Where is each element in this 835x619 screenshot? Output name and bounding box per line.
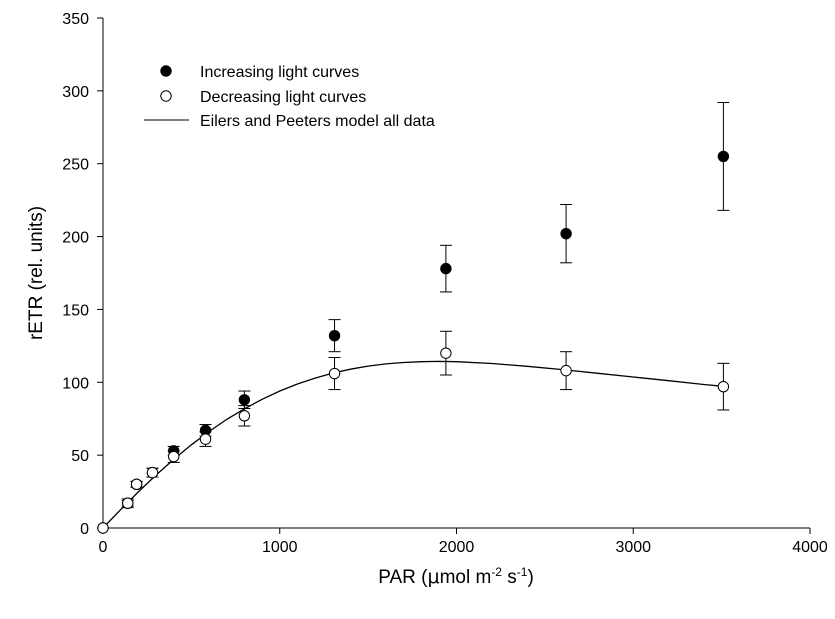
legend-label-decreasing: Decreasing light curves <box>200 89 366 106</box>
decreasing-point <box>328 367 341 380</box>
y-tick-label: 200 <box>62 230 89 247</box>
y-tick-label: 150 <box>62 302 89 319</box>
increasing-point <box>560 227 572 240</box>
legend-label-increasing: Increasing light curves <box>200 64 359 81</box>
increasing-point <box>440 262 452 275</box>
decreasing-point <box>560 364 572 377</box>
decreasing-point <box>146 466 159 479</box>
model-fit-line <box>102 360 722 529</box>
decreasing-point <box>717 380 730 393</box>
legend: Increasing light curves Decreasing light… <box>144 64 435 130</box>
increasing-point <box>717 150 730 163</box>
decreasing-point <box>97 522 109 534</box>
decreasing-point <box>199 433 212 445</box>
y-tick-label: 0 <box>80 521 89 538</box>
y-tick-label: 100 <box>62 375 89 392</box>
x-tick-label: 0 <box>99 539 108 556</box>
x-axis-title-sup2: -1 <box>517 565 528 579</box>
x-axis-title-mu: μ <box>427 566 439 588</box>
x-axis-title-suffix: ) <box>527 567 533 588</box>
x-axis-title-sup1: -2 <box>491 565 502 579</box>
y-ticks: 0 50 100 150 200 250 300 350 <box>62 11 103 538</box>
y-tick-label: 50 <box>71 448 89 465</box>
increasing-point <box>238 394 251 406</box>
legend-marker-decreasing <box>160 90 172 102</box>
x-axis-title-mid: s <box>502 567 517 588</box>
y-axis-title: rETR (rel. units) <box>26 206 47 340</box>
y-tick-label: 300 <box>62 84 89 101</box>
x-tick-label: 4000 <box>792 539 828 556</box>
x-tick-label: 1000 <box>262 539 298 556</box>
decreasing-point <box>122 497 134 509</box>
y-tick-label: 250 <box>62 157 89 174</box>
decreasing-point <box>238 410 251 422</box>
legend-label-model: Eilers and Peeters model all data <box>200 113 435 130</box>
x-axis-title: PAR (μmol m-2 s-1) <box>378 565 534 588</box>
x-axis-title-prefix: PAR ( <box>378 567 428 588</box>
increasing-point <box>328 329 341 342</box>
decreasing-point <box>168 450 180 463</box>
x-axis-title-mol: mol m <box>440 567 492 588</box>
y-tick-label: 350 <box>62 11 89 28</box>
decreasing-point <box>130 478 143 490</box>
x-tick-label: 2000 <box>439 539 475 556</box>
x-ticks: 0 1000 2000 3000 4000 <box>99 528 828 556</box>
series-layer <box>97 102 730 534</box>
decreasing-point <box>440 347 452 359</box>
x-tick-label: 3000 <box>615 539 651 556</box>
legend-marker-increasing <box>160 65 172 77</box>
